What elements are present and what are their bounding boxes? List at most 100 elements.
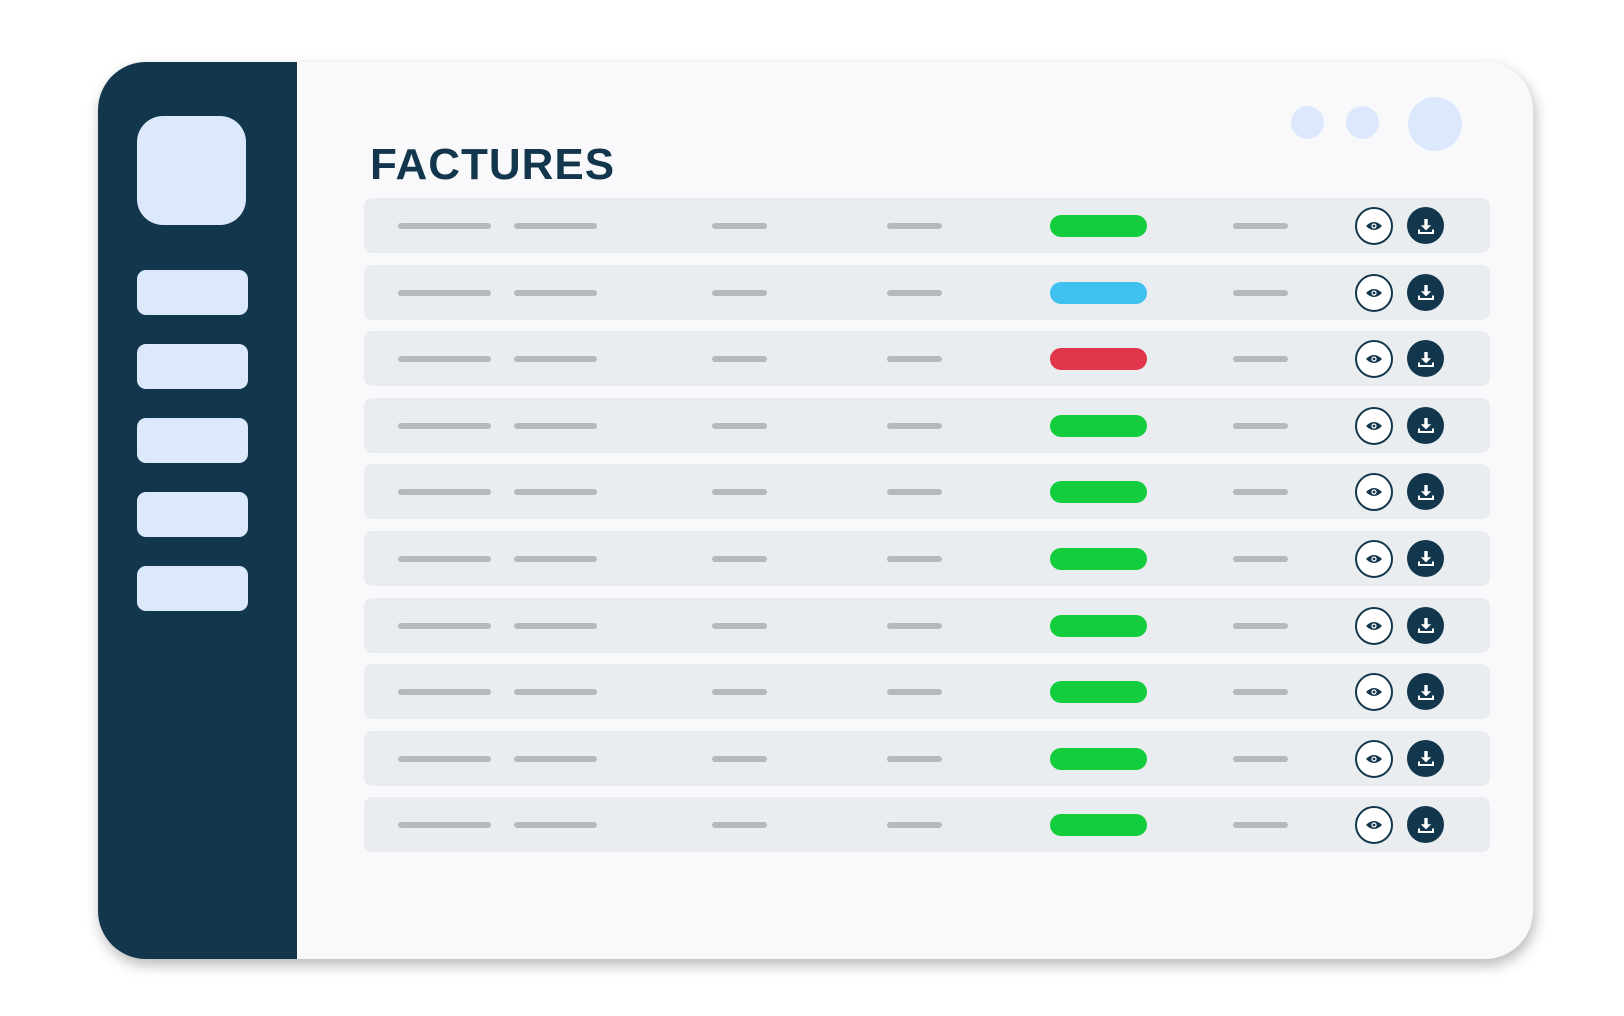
cell-placeholder xyxy=(398,223,491,229)
view-button[interactable] xyxy=(1355,406,1393,445)
cell-placeholder xyxy=(887,422,942,429)
cell-placeholder xyxy=(398,489,491,496)
cell-placeholder xyxy=(887,822,942,829)
cell-placeholder xyxy=(1233,689,1288,696)
status-badge xyxy=(1050,614,1147,637)
cell-placeholder xyxy=(514,555,597,562)
page-title: FACTURES xyxy=(370,140,616,189)
cell-placeholder xyxy=(514,422,597,429)
download-button[interactable] xyxy=(1407,806,1444,844)
cell-placeholder xyxy=(1233,555,1288,562)
sidebar-item-2[interactable] xyxy=(137,344,248,389)
view-button[interactable] xyxy=(1355,739,1393,778)
cell-placeholder xyxy=(887,223,942,229)
view-button[interactable] xyxy=(1355,673,1393,712)
cell-placeholder xyxy=(712,223,767,229)
cell-placeholder xyxy=(887,356,942,363)
sidebar-item-3[interactable] xyxy=(137,418,248,463)
status-badge xyxy=(1050,414,1147,437)
table-row[interactable] xyxy=(364,730,1490,786)
sidebar-item-4[interactable] xyxy=(137,492,248,537)
cell-placeholder xyxy=(1233,622,1288,629)
cell-placeholder xyxy=(712,755,767,762)
cell-placeholder xyxy=(398,689,491,696)
cell-placeholder xyxy=(887,289,942,296)
cell-placeholder xyxy=(398,422,491,429)
cell-placeholder xyxy=(887,689,942,696)
table-row[interactable] xyxy=(364,464,1490,520)
cell-placeholder xyxy=(514,622,597,629)
status-badge xyxy=(1050,547,1147,570)
table-row[interactable] xyxy=(364,530,1490,586)
view-button[interactable] xyxy=(1355,340,1393,379)
logo-placeholder[interactable] xyxy=(137,116,246,225)
cell-placeholder xyxy=(1233,489,1288,496)
cell-placeholder xyxy=(1233,223,1288,229)
cell-placeholder xyxy=(1233,356,1288,363)
download-button[interactable] xyxy=(1407,207,1444,244)
table-row[interactable] xyxy=(364,331,1490,387)
table-row[interactable] xyxy=(364,397,1490,453)
cell-placeholder xyxy=(712,689,767,696)
cell-placeholder xyxy=(514,289,597,296)
table-row[interactable] xyxy=(364,264,1490,320)
download-button[interactable] xyxy=(1407,739,1444,777)
cell-placeholder xyxy=(398,356,491,363)
cell-placeholder xyxy=(712,489,767,496)
invoice-list xyxy=(364,198,1490,864)
cell-placeholder xyxy=(887,622,942,629)
status-badge xyxy=(1050,348,1147,371)
view-button[interactable] xyxy=(1355,806,1393,845)
cell-placeholder xyxy=(712,822,767,829)
download-button[interactable] xyxy=(1407,340,1444,378)
table-row[interactable] xyxy=(364,664,1490,720)
cell-placeholder xyxy=(514,822,597,829)
header-circle-button-2[interactable] xyxy=(1346,106,1379,139)
cell-placeholder xyxy=(712,356,767,363)
cell-placeholder xyxy=(712,622,767,629)
view-button[interactable] xyxy=(1355,207,1393,245)
cell-placeholder xyxy=(514,755,597,762)
cell-placeholder xyxy=(887,755,942,762)
view-button[interactable] xyxy=(1355,473,1393,512)
sidebar-item-1[interactable] xyxy=(137,270,248,315)
app-window: FACTURES xyxy=(98,62,1533,959)
download-button[interactable] xyxy=(1407,673,1444,711)
download-button[interactable] xyxy=(1407,406,1444,444)
view-button[interactable] xyxy=(1355,606,1393,645)
download-button[interactable] xyxy=(1407,473,1444,511)
status-badge xyxy=(1050,281,1147,304)
cell-placeholder xyxy=(1233,822,1288,829)
view-button[interactable] xyxy=(1355,539,1393,578)
cell-placeholder xyxy=(712,555,767,562)
status-badge xyxy=(1050,681,1147,704)
cell-placeholder xyxy=(398,289,491,296)
cell-placeholder xyxy=(514,689,597,696)
cell-placeholder xyxy=(1233,289,1288,296)
avatar[interactable] xyxy=(1408,97,1462,151)
status-badge xyxy=(1050,481,1147,504)
header-circle-button-1[interactable] xyxy=(1291,106,1324,139)
table-row[interactable] xyxy=(364,797,1490,853)
cell-placeholder xyxy=(398,755,491,762)
cell-placeholder xyxy=(887,555,942,562)
download-button[interactable] xyxy=(1407,606,1444,644)
table-row[interactable] xyxy=(364,198,1490,253)
status-badge xyxy=(1050,747,1147,770)
cell-placeholder xyxy=(398,822,491,829)
table-row[interactable] xyxy=(364,597,1490,653)
cell-placeholder xyxy=(712,422,767,429)
cell-placeholder xyxy=(514,223,597,229)
download-button[interactable] xyxy=(1407,273,1444,311)
cell-placeholder xyxy=(514,356,597,363)
status-badge xyxy=(1050,814,1147,837)
sidebar-item-5[interactable] xyxy=(137,566,248,611)
download-button[interactable] xyxy=(1407,539,1444,577)
sidebar xyxy=(98,62,297,959)
cell-placeholder xyxy=(1233,422,1288,429)
status-badge xyxy=(1050,215,1147,237)
cell-placeholder xyxy=(398,555,491,562)
view-button[interactable] xyxy=(1355,273,1393,312)
cell-placeholder xyxy=(712,289,767,296)
cell-placeholder xyxy=(887,489,942,496)
